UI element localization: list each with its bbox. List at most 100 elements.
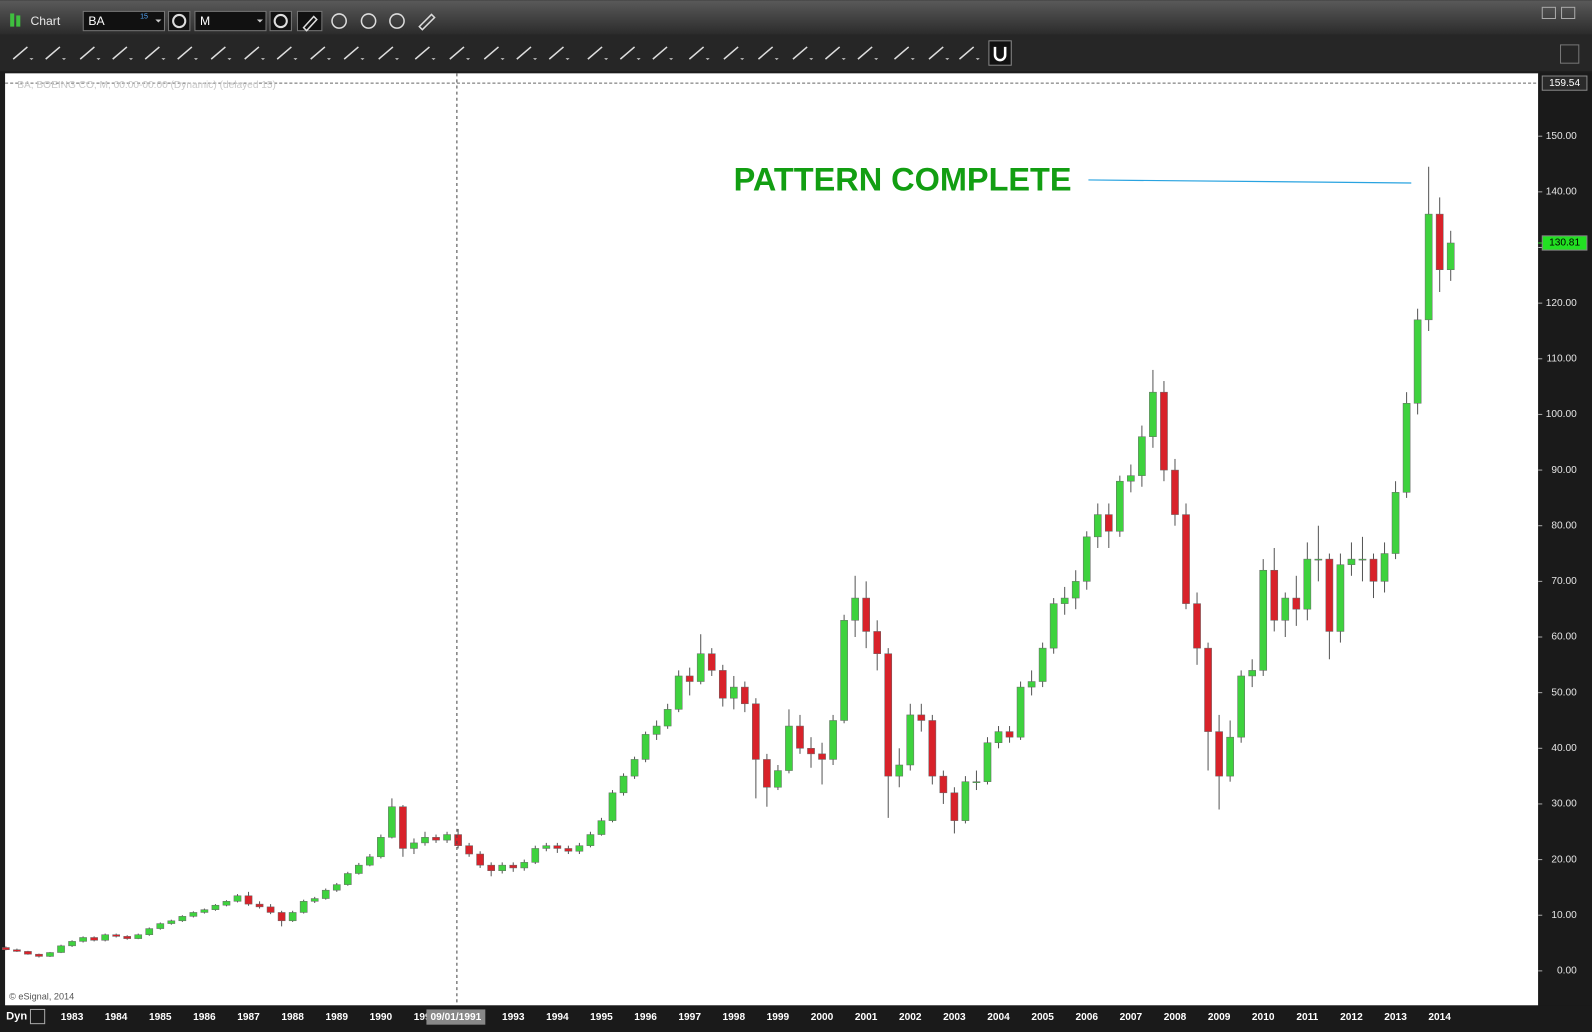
toolbar-icon[interactable] xyxy=(360,13,377,29)
candle-body xyxy=(1303,558,1312,610)
tool-icon[interactable] xyxy=(378,46,394,60)
candle-body xyxy=(1237,675,1245,738)
candle-body xyxy=(1138,436,1146,476)
tool-icon[interactable] xyxy=(723,46,739,60)
tool-icon[interactable] xyxy=(112,46,128,60)
x-tick-label: 2000 xyxy=(811,1012,834,1023)
tool-icon[interactable] xyxy=(276,46,292,60)
dropdown-arrow xyxy=(155,19,162,23)
tool-icon[interactable] xyxy=(144,46,160,60)
tool-dropdown xyxy=(260,58,265,61)
candle-body xyxy=(1182,514,1190,604)
tool-icon[interactable] xyxy=(483,46,500,60)
y-tick-label: 20.00 xyxy=(1551,854,1577,865)
candle-body xyxy=(1446,242,1455,271)
tool-icon[interactable] xyxy=(449,46,465,60)
candle-body xyxy=(421,837,429,844)
tool-icon[interactable] xyxy=(12,46,28,60)
candle-body xyxy=(553,845,562,849)
tool-icon[interactable] xyxy=(414,46,430,60)
tool-icon[interactable] xyxy=(548,46,564,60)
clock-button[interactable] xyxy=(269,10,292,32)
candle-body xyxy=(79,937,87,942)
x-tick-label: 2003 xyxy=(943,1012,966,1023)
candle-body xyxy=(487,864,495,871)
tool-icon[interactable] xyxy=(928,46,944,60)
candle-body xyxy=(454,834,462,846)
price-marker xyxy=(1541,235,1588,251)
tool-icon[interactable] xyxy=(310,46,326,60)
tool-icon[interactable] xyxy=(792,46,808,60)
x-tick-label: 2013 xyxy=(1384,1012,1407,1023)
tool-icon[interactable] xyxy=(619,46,636,60)
y-tick-label: 10.00 xyxy=(1551,910,1577,921)
tool-dropdown xyxy=(128,58,134,61)
candle-body xyxy=(134,934,143,939)
candle-body xyxy=(619,775,628,794)
tool-icon[interactable] xyxy=(757,46,774,60)
x-tick-label: 1988 xyxy=(281,1012,304,1023)
toolbar-icon[interactable] xyxy=(418,13,436,31)
tool-icon[interactable] xyxy=(587,46,603,60)
x-tick-label: 2014 xyxy=(1428,1012,1451,1023)
tool-dropdown xyxy=(705,58,710,61)
interval-input[interactable] xyxy=(194,10,267,32)
tool-icon[interactable] xyxy=(652,46,668,60)
tool-icon[interactable] xyxy=(177,46,193,60)
candle-body xyxy=(1215,731,1223,777)
candle-body xyxy=(994,731,1003,743)
tool-icon[interactable] xyxy=(343,46,359,60)
candle-body xyxy=(1160,391,1168,471)
scale-mode-button[interactable] xyxy=(29,1008,46,1025)
drawing-tools xyxy=(12,46,980,61)
candle-body xyxy=(1358,558,1367,561)
candle-body xyxy=(1038,647,1047,682)
y-tick-label: 90.00 xyxy=(1551,465,1577,476)
candle-body xyxy=(840,620,848,721)
x-tick-label: 1987 xyxy=(237,1012,260,1023)
candle-body xyxy=(2,947,10,950)
candle-body xyxy=(520,862,529,869)
window-close[interactable] xyxy=(1561,6,1576,20)
candle-body xyxy=(1259,569,1268,671)
tool-dropdown xyxy=(326,58,331,61)
toolbar-corner-button[interactable] xyxy=(1560,44,1580,64)
symbol-input[interactable] xyxy=(82,10,165,32)
x-tick-label: 2005 xyxy=(1031,1012,1054,1023)
candle-body xyxy=(178,916,187,922)
settings-button[interactable] xyxy=(168,10,191,32)
candle-body xyxy=(961,781,970,821)
tool-dropdown xyxy=(910,58,915,61)
candle-body xyxy=(1027,681,1036,688)
tool-icon[interactable] xyxy=(45,46,61,60)
tool-icon[interactable] xyxy=(210,46,226,60)
candle-body xyxy=(1116,480,1124,532)
candle-body xyxy=(299,901,308,913)
tool-icon[interactable] xyxy=(857,46,873,60)
tool-icon[interactable] xyxy=(958,46,975,60)
tool-icon[interactable] xyxy=(688,46,705,60)
window-restore[interactable] xyxy=(1541,6,1556,20)
tool-icon[interactable] xyxy=(244,46,260,60)
y-tick-label: 120.00 xyxy=(1546,298,1577,309)
tool-icon[interactable] xyxy=(893,46,910,60)
scale-mode[interactable]: Dyn xyxy=(6,1010,27,1022)
tool-icon[interactable] xyxy=(824,46,841,60)
candle-body xyxy=(1193,603,1201,649)
tool-dropdown xyxy=(774,58,779,61)
candle-body xyxy=(101,934,109,941)
magnet-button[interactable] xyxy=(988,40,1012,66)
tool-icon[interactable] xyxy=(516,46,532,60)
candle-body xyxy=(13,949,21,952)
x-tick-label: 1990 xyxy=(370,1012,393,1023)
tool-icon[interactable] xyxy=(79,46,95,60)
candle-body xyxy=(1281,597,1290,621)
toolbar-icon[interactable] xyxy=(331,13,347,29)
annotation: PATTERN COMPLETE xyxy=(734,162,1072,198)
candle-body xyxy=(244,895,253,905)
tool-dropdown xyxy=(293,58,298,61)
tool-dropdown xyxy=(740,58,745,61)
x-tick-label: 2007 xyxy=(1120,1012,1143,1023)
candle-body xyxy=(1127,475,1135,482)
toolbar-icon[interactable] xyxy=(389,13,405,29)
